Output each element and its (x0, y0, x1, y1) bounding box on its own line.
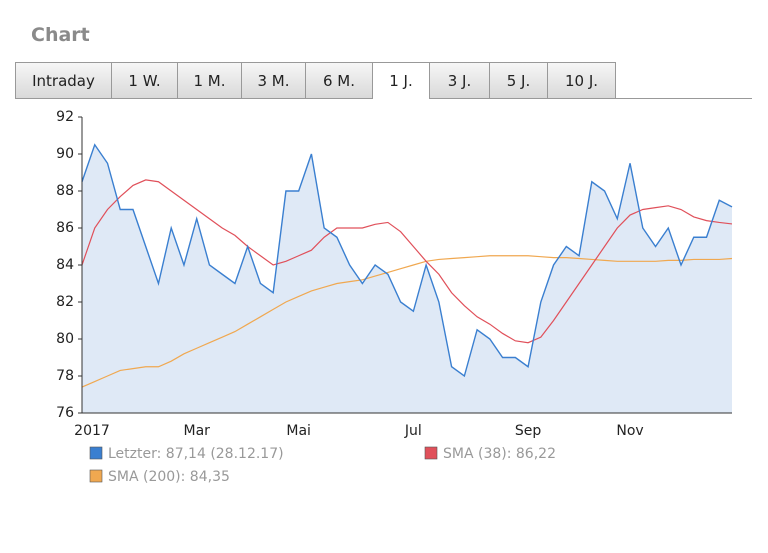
x-tick-label: Mar (183, 423, 210, 439)
tab[interactable]: 10 J. (547, 62, 616, 99)
x-tick-label: Mai (286, 423, 311, 439)
line (81, 143, 733, 378)
legend-swatch (89, 446, 103, 460)
tab[interactable]: 5 J. (489, 62, 547, 99)
tab[interactable]: 1 J. (372, 62, 429, 99)
tab[interactable]: 1 M. (177, 62, 241, 99)
legend-swatch (424, 446, 438, 460)
x-tick-label: Sep (515, 423, 542, 439)
tab[interactable]: 3 J. (429, 62, 489, 99)
legend-swatch (89, 469, 103, 483)
y-tick-label: 90 (56, 146, 74, 162)
y-tick-label: 86 (56, 220, 74, 236)
line (81, 179, 733, 344)
tab-bar: Intraday 1 W. 1 M. 3 M. 6 M. 1 J. 3 J. 5 J. 10 J… (15, 62, 616, 99)
line (81, 255, 733, 388)
legend-label: SMA (38): 86,22 (443, 446, 556, 462)
y-tick-label: 78 (56, 368, 74, 384)
section-title: Chart (31, 24, 90, 46)
y-tick-label: 88 (56, 183, 74, 199)
legend-label: Letzter: 87,14 (28.12.17) (108, 446, 284, 462)
tab[interactable]: 1 W. (111, 62, 177, 99)
area (82, 144, 732, 413)
legend-label: SMA (200): 84,35 (108, 469, 230, 485)
y-tick-label: 82 (56, 294, 74, 310)
tab[interactable]: Intraday (15, 62, 111, 99)
x-tick-label: 2017 (74, 423, 110, 439)
x-tick-label: Nov (616, 423, 643, 439)
tab-underline (616, 98, 752, 99)
y-tick-label: 80 (56, 331, 74, 347)
y-tick-label: 92 (56, 109, 74, 125)
tab[interactable]: 3 M. (241, 62, 305, 99)
tab[interactable]: 6 M. (305, 62, 372, 99)
y-tick-label: 84 (56, 257, 74, 273)
y-tick-label: 76 (56, 405, 74, 421)
x-tick-label: Jul (404, 423, 422, 439)
